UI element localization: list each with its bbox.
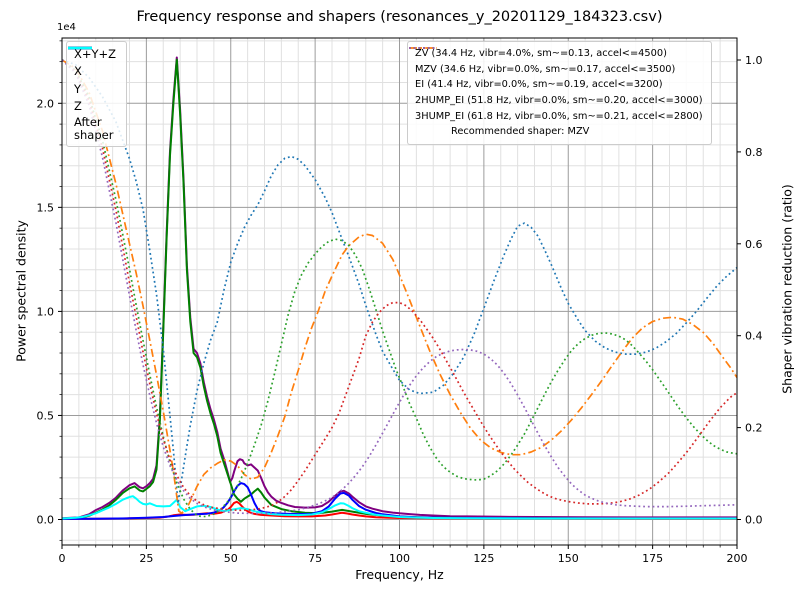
- legend-entry-hump3: 3HUMP_EI (61.8 Hz, vibr=0.0%, sm~=0.21, …: [409, 47, 703, 124]
- series-hump2-line: [62, 59, 737, 512]
- x-tick-label: 175: [642, 552, 663, 565]
- legend-entry-label: After shaper: [74, 114, 114, 142]
- y-left-axis-label: Power spectral density: [13, 220, 29, 362]
- legend-entry-label: EI (41.4 Hz, vibr=0.0%, sm~=0.19, accel<…: [415, 79, 663, 91]
- legend-psd: X+Y+Z X Y Z After shaper: [66, 41, 128, 147]
- legend-entry-y: Y: [68, 46, 116, 98]
- x-tick-label: 100: [389, 552, 410, 565]
- x-tick-label: 125: [473, 552, 494, 565]
- legend-entry-label: MZV (34.6 Hz, vibr=0.0%, sm~=0.17, accel…: [415, 63, 676, 75]
- legend-entry-x: X: [68, 46, 116, 80]
- legend-entry-label: 3HUMP_EI (61.8 Hz, vibr=0.0%, sm~=0.21, …: [415, 110, 703, 122]
- y-right-tick-label: 0.0: [745, 514, 763, 527]
- legend-entry-zv: ZV (34.4 Hz, vibr=4.0%, sm~=0.13, accel<…: [409, 46, 703, 62]
- legend-entry-label: Y: [74, 81, 82, 96]
- y-left-tick-label: 0.0: [37, 514, 55, 527]
- series-mzv-line: [62, 59, 737, 514]
- psd-curves: [62, 56, 737, 520]
- legend-entry-after: After shaper: [68, 46, 116, 142]
- x-axis-label: Frequency, Hz: [355, 567, 444, 582]
- y-right-axis-label: Shaper vibration reduction (ratio): [779, 184, 795, 394]
- legend-line-sample: [68, 46, 92, 50]
- x-tick-label: 75: [308, 552, 322, 565]
- legend-entry-mzv: MZV (34.6 Hz, vibr=0.0%, sm~=0.17, accel…: [409, 47, 703, 78]
- y-right-tick-label: 0.2: [745, 422, 763, 435]
- y-right-tick-label: 0.8: [745, 146, 763, 159]
- shaper-curves: [62, 59, 737, 518]
- legend-entry-hump2: 2HUMP_EI (51.8 Hz, vibr=0.0%, sm~=0.20, …: [409, 47, 703, 109]
- legend-footer-label: Recommended shaper: MZV: [451, 126, 590, 138]
- y-left-tick-label: 1.5: [37, 201, 55, 214]
- x-tick-label: 50: [224, 552, 238, 565]
- x-tick-label: 150: [558, 552, 579, 565]
- legend-line-sample: [409, 47, 437, 49]
- y-right-tick-label: 1.0: [745, 54, 763, 67]
- legend-shapers: ZV (34.4 Hz, vibr=4.0%, sm~=0.13, accel<…: [407, 41, 712, 145]
- y-axis-offset-text: 1e4: [57, 22, 76, 33]
- y-right-tick-label: 0.6: [745, 238, 763, 251]
- ticks: [58, 40, 741, 549]
- x-tick-label: 25: [139, 552, 153, 565]
- y-left-tick-label: 0.5: [37, 409, 55, 422]
- chart-title: Frequency response and shapers (resonanc…: [136, 9, 663, 25]
- legend-entry-label: ZV (34.4 Hz, vibr=4.0%, sm~=0.13, accel<…: [415, 48, 667, 60]
- tick-labels: 0 25 50 75 100 125 150 175 200 0.0 0.5 1.0 1.5 2.0 0.0…: [37, 54, 763, 565]
- y-right-tick-label: 0.4: [745, 330, 763, 343]
- legend-entry-z: Z: [68, 46, 116, 115]
- legend-entry-label: X: [74, 64, 82, 79]
- y-left-tick-label: 1.0: [37, 305, 55, 318]
- x-tick-label: 0: [59, 552, 66, 565]
- legend-entry-label: 2HUMP_EI (51.8 Hz, vibr=0.0%, sm~=0.20, …: [415, 94, 703, 106]
- legend-entry-label: Z: [74, 99, 82, 114]
- series-z-line: [62, 482, 737, 520]
- series-xyz-line: [62, 56, 737, 520]
- legend-footer-recommended: Recommended shaper: MZV: [415, 124, 703, 140]
- y-left-tick-label: 2.0: [37, 97, 55, 110]
- x-tick-label: 200: [727, 552, 748, 565]
- legend-entry-ei: EI (41.4 Hz, vibr=0.0%, sm~=0.19, accel<…: [409, 47, 703, 93]
- legend-line-sample: [409, 47, 437, 49]
- legend-entry-label: X+Y+Z: [74, 47, 117, 62]
- series-y-line: [62, 58, 737, 520]
